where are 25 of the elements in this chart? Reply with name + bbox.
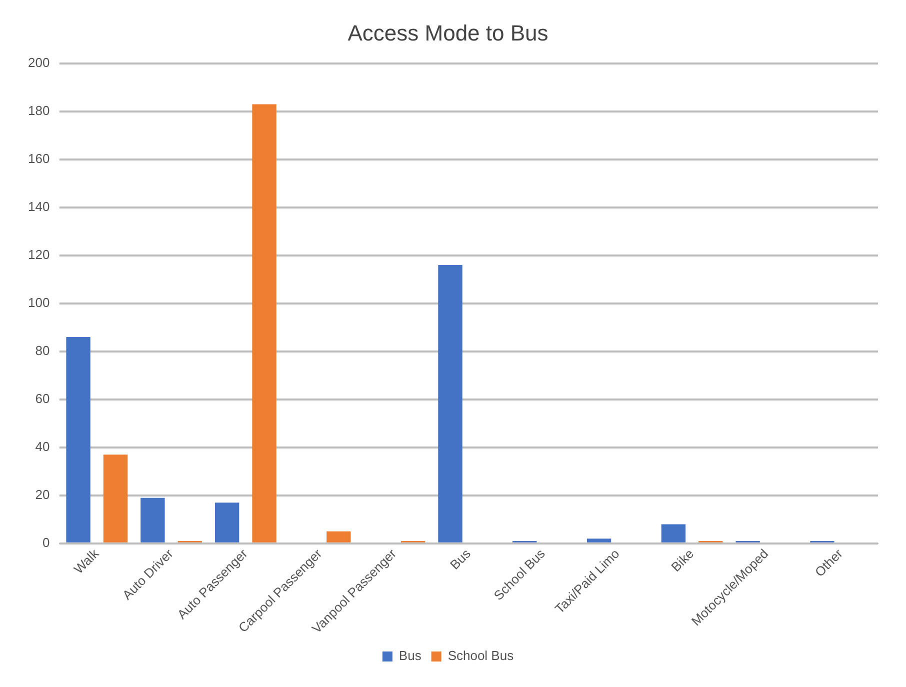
bar: [586, 538, 612, 542]
bar: [661, 524, 686, 542]
legend-label: Bus: [398, 648, 422, 664]
x-tick-label: Bus: [447, 546, 474, 572]
y-tick-label: 160: [28, 150, 50, 166]
bar: [252, 104, 276, 542]
y-tick-label: 20: [35, 486, 50, 502]
y-tick-label: 100: [28, 294, 50, 310]
x-tick-label: Bike: [668, 546, 697, 574]
bar: [66, 337, 90, 542]
y-tick-label: 80: [35, 342, 50, 358]
y-tick-label: 0: [42, 534, 50, 550]
bar: [140, 498, 165, 542]
bar: [438, 265, 462, 542]
y-tick-label: 120: [28, 246, 50, 262]
bar: [214, 502, 240, 542]
y-tick-label: 180: [28, 102, 50, 118]
y-tick-label: 140: [28, 198, 50, 214]
legend-label: School Bus: [448, 648, 514, 664]
y-tick-label: 200: [28, 54, 50, 70]
chart-title: Access Mode to Bus: [348, 20, 548, 46]
y-tick-label: 40: [35, 438, 50, 454]
y-tick-label: 60: [35, 390, 50, 406]
bar: [326, 531, 351, 542]
bar: [103, 454, 128, 542]
